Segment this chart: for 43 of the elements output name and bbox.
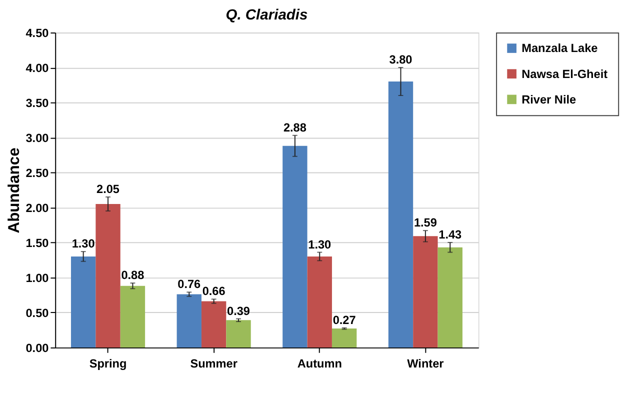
data-label: 0.39 (227, 304, 250, 318)
x-tick-label: Spring (89, 356, 127, 371)
y-axis-title: Abundance (6, 147, 23, 234)
bar (332, 328, 357, 348)
legend-label: Nawsa El-Gheit (522, 66, 608, 81)
data-label: 3.80 (389, 52, 413, 67)
x-tick-label: Autumn (297, 356, 342, 371)
bar (282, 146, 308, 348)
bar (438, 247, 462, 348)
legend-label: Manzala Lake (522, 41, 598, 56)
y-tick-label: 2.50 (26, 166, 50, 180)
bar (96, 204, 120, 348)
y-tick-label: 1.50 (26, 236, 50, 250)
y-tick-label: 0.00 (26, 340, 50, 355)
data-label: 0.76 (178, 277, 202, 292)
data-label: 1.30 (308, 237, 332, 252)
x-tick-label: Summer (190, 356, 238, 371)
y-tick-label: 4.00 (26, 60, 50, 75)
bar (176, 294, 202, 348)
data-label: 2.88 (283, 120, 307, 134)
y-tick-label: 3.50 (26, 96, 50, 110)
data-label: 1.59 (414, 216, 438, 230)
bar (70, 256, 96, 348)
y-tick-label: 2.00 (26, 200, 50, 215)
x-tick-label: Winter (407, 356, 444, 371)
bar (307, 256, 332, 348)
legend-label: River Nile (522, 92, 576, 106)
data-label: 1.30 (72, 236, 96, 251)
y-tick-label: 4.50 (26, 26, 50, 40)
bar (388, 81, 414, 348)
bar (201, 301, 226, 348)
chart-title: Q. Clariadis (226, 8, 308, 24)
y-tick-label: 1.00 (26, 270, 50, 285)
bar (413, 236, 438, 348)
bar (226, 320, 251, 348)
data-label: 0.27 (332, 312, 356, 327)
data-label: 2.05 (96, 182, 120, 196)
data-label: 0.88 (121, 268, 145, 282)
y-tick-label: 3.00 (26, 130, 50, 145)
bar (120, 286, 146, 348)
y-tick-label: 0.50 (26, 306, 50, 320)
data-label: 0.66 (202, 284, 226, 298)
data-label: 1.43 (438, 228, 462, 242)
